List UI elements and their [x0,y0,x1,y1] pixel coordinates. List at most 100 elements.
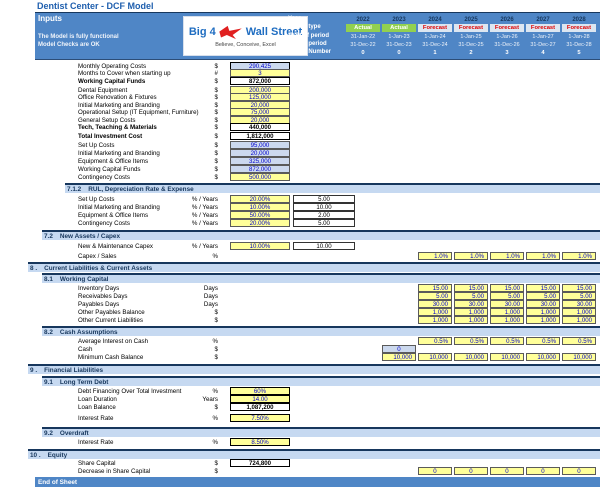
input-cell[interactable]: 0 [454,467,488,475]
row-label: Share Capital [78,460,116,467]
input-cell[interactable]: 10.00% [230,203,290,211]
input-cell[interactable]: 5.00 [490,292,524,300]
start-date-cell: 31-Jan-22 [350,34,376,40]
end-date-cell: 31-Dec-23 [386,42,412,48]
input-cell[interactable]: 30.00 [418,300,452,308]
input-cell[interactable]: 10,000 [562,353,596,361]
input-cell[interactable]: 0.5% [562,337,596,345]
row-label: Debt Financing Over Total Investment [78,388,182,395]
unit-label: $ [214,63,218,70]
linked-cell[interactable]: 325,000 [230,157,290,165]
input-cell[interactable]: 5.00 [454,292,488,300]
input-cell[interactable]: 1.0% [418,252,452,260]
model-status-line: The Model is fully functional [38,34,119,40]
input-cell[interactable]: 15.00 [418,284,452,292]
input-cell[interactable]: 7.50% [230,414,290,422]
linked-cell[interactable]: 872,000 [230,165,290,173]
total-cell: 724,800 [230,459,290,467]
input-cell[interactable]: 0.5% [526,337,560,345]
input-cell[interactable]: 14.00 [230,395,290,403]
input-cell[interactable]: 1.0% [490,252,524,260]
input-cell[interactable]: 30.00 [526,300,560,308]
input-cell[interactable]: 5.00 [562,292,596,300]
input-cell[interactable]: 10.00% [230,242,290,250]
input-cell[interactable]: 10,000 [382,353,416,361]
unit-label: $ [214,158,218,165]
unit-label: $ [214,346,218,353]
input-cell[interactable]: 8.50% [230,438,290,446]
unit-label: Years [202,396,218,403]
table-row: Initial Marketing and Branding % / Years 1… [0,203,600,212]
input-cell[interactable]: 0.5% [490,337,524,345]
unit-label: $ [214,174,218,181]
year-cell: 2027 [536,17,550,23]
end-date-cell: 31-Dec-27 [530,42,556,48]
input-cell[interactable]: 500,000 [230,173,290,181]
input-cell[interactable]: 20.00% [230,219,290,227]
input-cell[interactable]: 10,000 [526,353,560,361]
section-title: RUL, Depreciation Rate & Expense [88,185,194,193]
input-cell[interactable]: 1,000 [562,308,596,316]
input-cell[interactable]: 1.0% [526,252,560,260]
input-cell[interactable]: 0 [562,467,596,475]
input-cell[interactable]: 75,000 [230,108,290,116]
input-cell[interactable]: 1,000 [418,308,452,316]
input-cell[interactable]: 15.00 [526,284,560,292]
input-cell[interactable]: 3 [230,69,290,77]
section-title: Financial Liabilities [44,366,104,374]
table-row: Receivables Days Days 5.00 5.00 5.00 5.00 5.00 [0,292,600,301]
unit-label: $ [214,94,218,101]
input-cell[interactable]: 1.0% [562,252,596,260]
linked-cell[interactable]: 0 [382,345,416,353]
input-cell[interactable]: 15.00 [490,284,524,292]
input-cell[interactable]: 1,000 [526,316,560,324]
table-row: Contingency Costs $500,000 [0,173,600,182]
input-cell[interactable]: 60% [230,387,290,395]
input-cell[interactable]: 30.00 [454,300,488,308]
input-cell[interactable]: 1.0% [454,252,488,260]
input-cell[interactable]: 0 [418,467,452,475]
input-cell[interactable]: 15.00 [562,284,596,292]
input-cell[interactable]: 1,000 [418,316,452,324]
input-cell[interactable]: 1,000 [526,308,560,316]
input-cell[interactable]: 0 [526,467,560,475]
input-cell[interactable]: 10,000 [490,353,524,361]
row-label: Payables Days [78,301,120,308]
input-cell[interactable]: 20.00% [230,195,290,203]
section-title: Long Term Debt [59,378,109,386]
unit-label: $ [214,102,218,109]
input-cell[interactable]: 0.5% [454,337,488,345]
linked-cell[interactable]: 95,000 [230,141,290,149]
input-cell[interactable]: 50.00% [230,211,290,219]
period-type-cell: Forecast [526,24,560,32]
input-cell[interactable]: 125,000 [230,93,290,101]
table-row: Average Interest on Cash% 0.5% 0.5% 0.5% 0.5… [0,337,600,346]
input-cell[interactable]: 1,000 [562,316,596,324]
table-row: Contingency Costs % / Years 20.00% 5.00 [0,219,600,228]
input-cell[interactable]: 1,000 [454,316,488,324]
linked-cell[interactable]: 20,000 [230,149,290,157]
input-cell[interactable]: 15.00 [454,284,488,292]
row-label: Other Payables Balance [78,309,145,316]
period-type-cell: Forecast [418,24,452,32]
unit-label: $ [214,166,218,173]
section-number: 10 . [30,451,41,459]
input-cell[interactable]: 30.00 [562,300,596,308]
input-cell[interactable]: 5.00 [526,292,560,300]
table-row: Interest Rate% 7.50% [0,414,600,423]
input-cell[interactable]: 1,000 [454,308,488,316]
input-cell[interactable]: 0.5% [418,337,452,345]
period-type-cell: Actual [382,24,416,32]
period-number-cell: 5 [577,50,581,56]
sheet-name: Inputs [38,14,62,23]
input-cell[interactable]: 10,000 [418,353,452,361]
input-cell[interactable]: 1,000 [490,316,524,324]
row-label: Tech, Teaching & Materials [78,124,157,131]
input-cell[interactable]: 0 [490,467,524,475]
input-cell[interactable]: 30.00 [490,300,524,308]
input-cell[interactable]: 1,000 [490,308,524,316]
input-cell[interactable]: 5.00 [418,292,452,300]
section-header: 9.1 Long Term Debt [42,376,600,386]
input-cell[interactable]: 10,000 [454,353,488,361]
